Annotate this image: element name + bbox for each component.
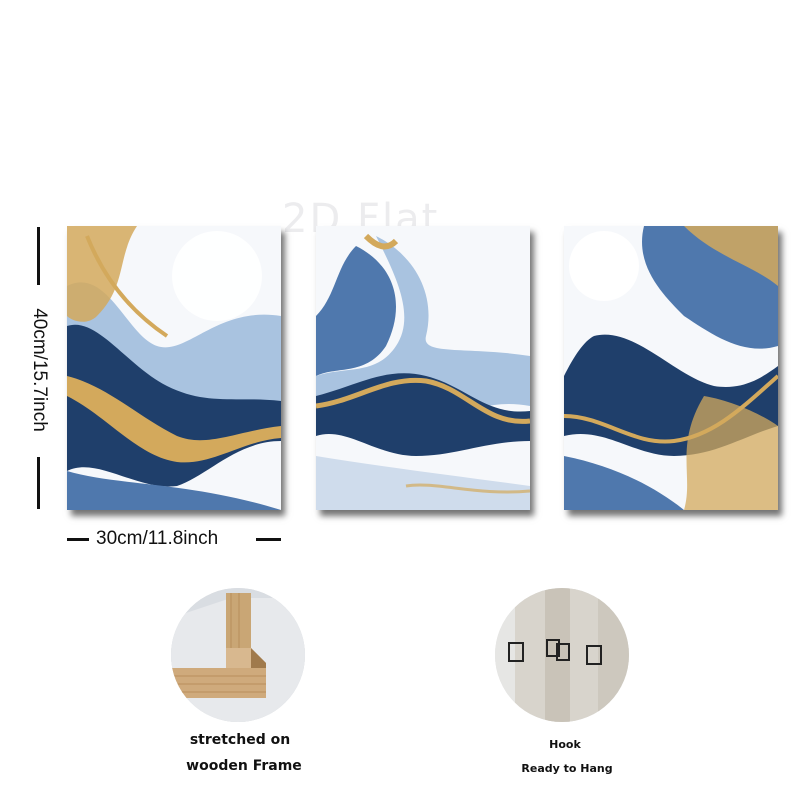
art-panel-center bbox=[316, 226, 530, 510]
height-marker-top bbox=[37, 227, 40, 285]
frame-caption-line2: wooden Frame bbox=[186, 758, 302, 774]
height-marker-bottom bbox=[37, 457, 40, 509]
hook-detail-photo bbox=[495, 588, 629, 722]
art-panel-left bbox=[67, 226, 281, 510]
hook-caption-line2: Ready to Hang bbox=[521, 762, 613, 775]
wooden-frame-detail-photo bbox=[171, 588, 305, 722]
abstract-art-image bbox=[316, 226, 530, 510]
width-marker-left bbox=[67, 538, 89, 541]
abstract-art-image bbox=[564, 226, 778, 510]
width-marker-right bbox=[256, 538, 281, 541]
width-dimension-label: 30cm/11.8inch bbox=[96, 528, 219, 549]
height-dimension-label: 40cm/15.7inch bbox=[0, 290, 78, 450]
abstract-art-image bbox=[67, 226, 281, 510]
hook-clips-icon bbox=[495, 588, 629, 722]
frame-caption-line1: stretched on bbox=[189, 732, 291, 748]
art-panel-right bbox=[564, 226, 778, 510]
height-dimension-text: 40cm/15.7inch bbox=[29, 308, 51, 432]
hook-caption-line1: Hook bbox=[549, 738, 581, 751]
wooden-frame-icon bbox=[171, 588, 305, 722]
